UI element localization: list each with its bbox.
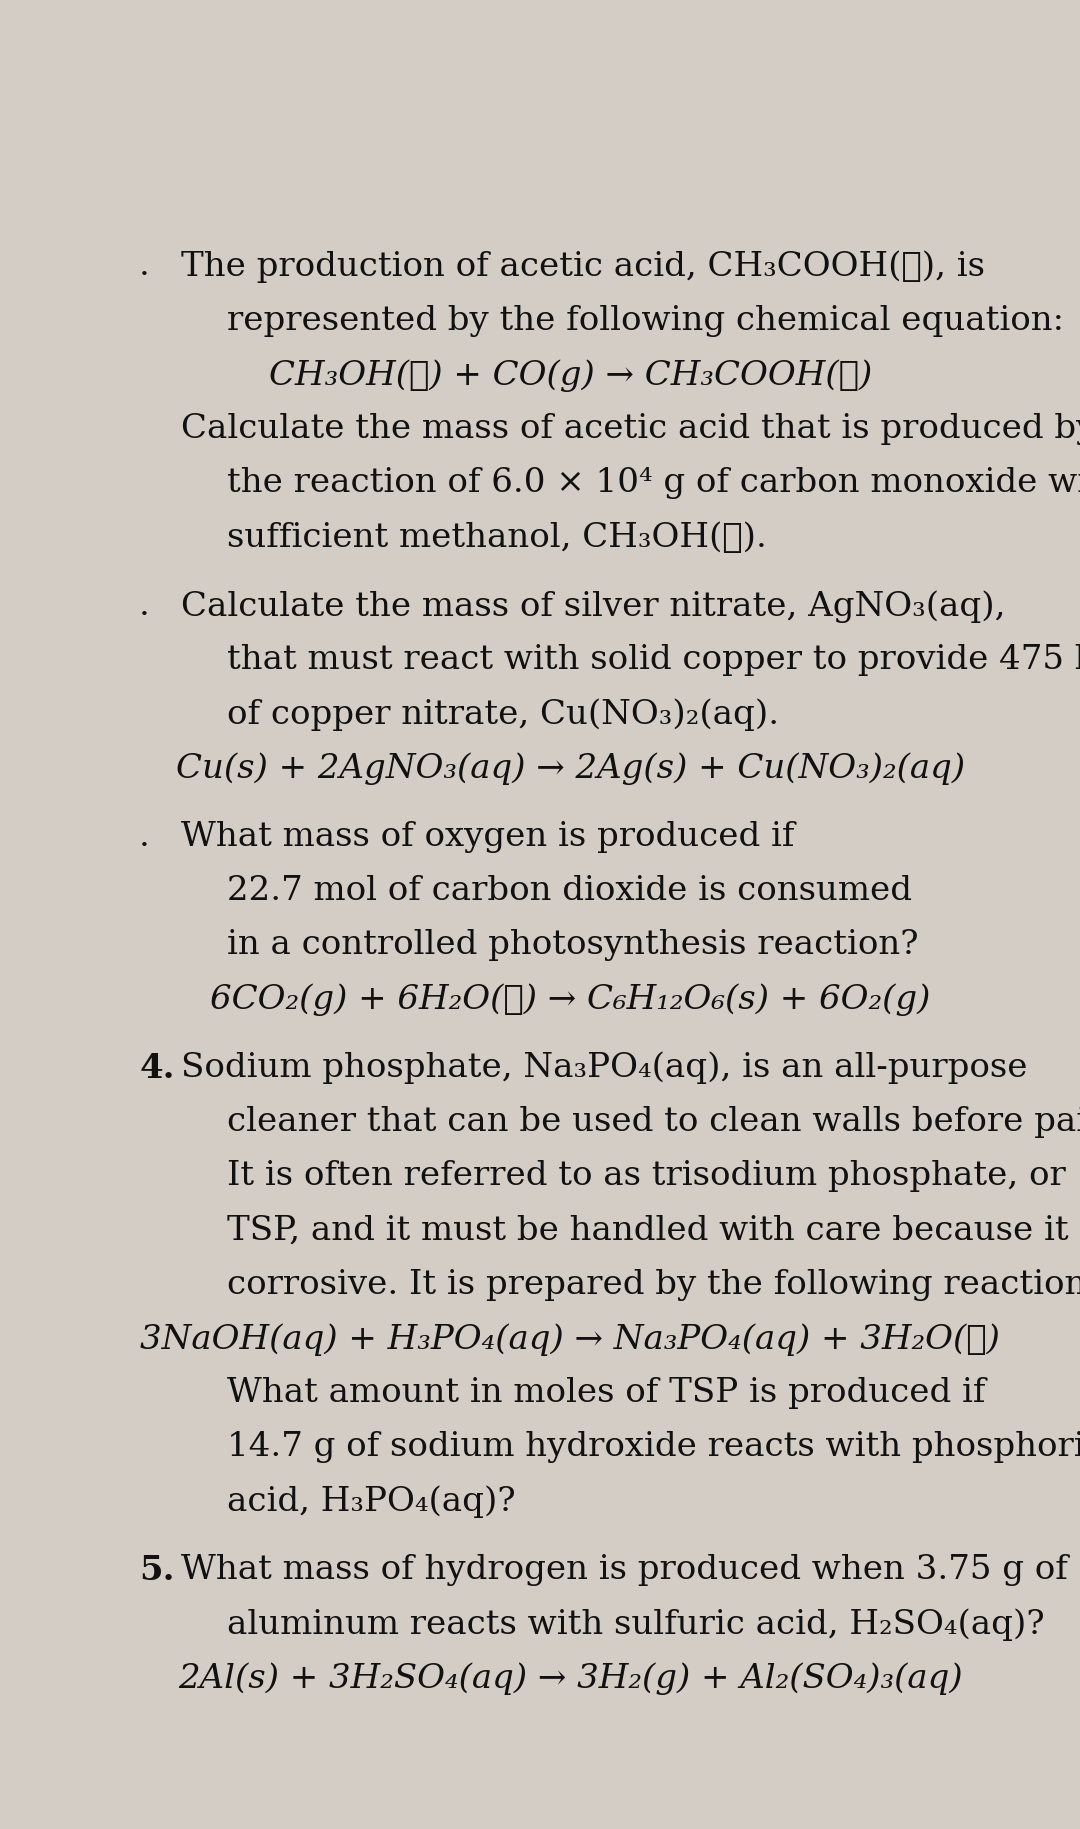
Text: cleaner that can be used to clean walls before painting.: cleaner that can be used to clean walls … [227,1107,1080,1138]
Text: Cu(s) + 2AgNO₃(aq) → 2Ag(s) + Cu(NO₃)₂(aq): Cu(s) + 2AgNO₃(aq) → 2Ag(s) + Cu(NO₃)₂(a… [176,752,964,785]
Text: 6CO₂(g) + 6H₂O(ℓ) → C₆H₁₂O₆(s) + 6O₂(g): 6CO₂(g) + 6H₂O(ℓ) → C₆H₁₂O₆(s) + 6O₂(g) [210,984,931,1017]
Text: The production of acetic acid, CH₃COOH(ℓ), is: The production of acetic acid, CH₃COOH(ℓ… [181,251,985,283]
Text: that must react with solid copper to provide 475 kg: that must react with solid copper to pro… [227,644,1080,677]
Text: Calculate the mass of acetic acid that is produced by: Calculate the mass of acetic acid that i… [181,413,1080,444]
Text: It is often referred to as trisodium phosphate, or: It is often referred to as trisodium pho… [227,1160,1066,1193]
Text: 5.: 5. [139,1555,175,1588]
Text: represented by the following chemical equation:: represented by the following chemical eq… [227,305,1064,337]
Text: What mass of oxygen is produced if: What mass of oxygen is produced if [181,821,795,852]
Text: aluminum reacts with sulfuric acid, H₂SO₄(aq)?: aluminum reacts with sulfuric acid, H₂SO… [227,1608,1044,1641]
Text: 2Al(s) + 3H₂SO₄(aq) → 3H₂(g) + Al₂(SO₄)₃(aq): 2Al(s) + 3H₂SO₄(aq) → 3H₂(g) + Al₂(SO₄)₃… [178,1663,962,1695]
Text: sufficient methanol, CH₃OH(ℓ).: sufficient methanol, CH₃OH(ℓ). [227,521,767,554]
Text: 14.7 g of sodium hydroxide reacts with phosphoric: 14.7 g of sodium hydroxide reacts with p… [227,1432,1080,1463]
Text: in a controlled photosynthesis reaction?: in a controlled photosynthesis reaction? [227,929,919,962]
Text: .: . [139,821,150,852]
Text: of copper nitrate, Cu(NO₃)₂(aq).: of copper nitrate, Cu(NO₃)₂(aq). [227,699,779,732]
Text: 3NaOH(aq) + H₃PO₄(aq) → Na₃PO₄(aq) + 3H₂O(ℓ): 3NaOH(aq) + H₃PO₄(aq) → Na₃PO₄(aq) + 3H₂… [140,1322,1000,1355]
Text: Sodium phosphate, Na₃PO₄(aq), is an all-purpose: Sodium phosphate, Na₃PO₄(aq), is an all-… [181,1052,1027,1085]
Text: CH₃OH(ℓ) + CO(g) → CH₃COOH(ℓ): CH₃OH(ℓ) + CO(g) → CH₃COOH(ℓ) [269,358,872,391]
Text: What mass of hydrogen is produced when 3.75 g of: What mass of hydrogen is produced when 3… [181,1555,1068,1586]
Text: corrosive. It is prepared by the following reaction:: corrosive. It is prepared by the followi… [227,1269,1080,1300]
Text: the reaction of 6.0 × 10⁴ g of carbon monoxide with: the reaction of 6.0 × 10⁴ g of carbon mo… [227,468,1080,499]
Text: Calculate the mass of silver nitrate, AgNO₃(aq),: Calculate the mass of silver nitrate, Ag… [181,591,1005,622]
Text: .: . [139,251,150,282]
Text: What amount in moles of TSP is produced if: What amount in moles of TSP is produced … [227,1377,986,1408]
Text: acid, H₃PO₄(aq)?: acid, H₃PO₄(aq)? [227,1485,515,1518]
Text: .: . [139,591,150,622]
Text: TSP, and it must be handled with care because it is: TSP, and it must be handled with care be… [227,1214,1080,1247]
Text: 4.: 4. [139,1052,175,1085]
Text: 22.7 mol of carbon dioxide is consumed: 22.7 mol of carbon dioxide is consumed [227,874,913,907]
